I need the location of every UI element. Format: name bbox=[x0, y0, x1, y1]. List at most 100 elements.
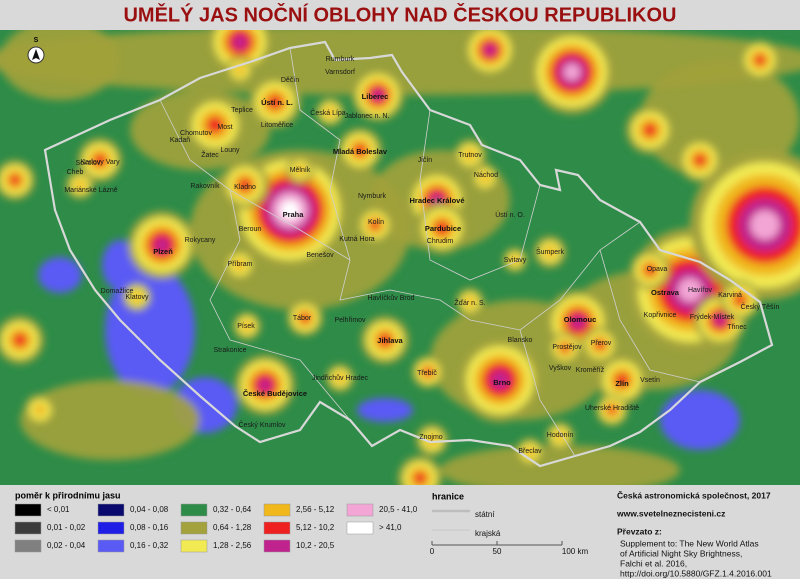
city-label: Ostrava bbox=[651, 288, 680, 297]
light-glow-ring bbox=[570, 314, 586, 330]
city-label: Havířov bbox=[688, 287, 713, 294]
city-label: Kutná Hora bbox=[339, 236, 375, 243]
city-label: Hodonín bbox=[547, 432, 574, 439]
city-label: Jičín bbox=[418, 157, 433, 164]
legend-swatch bbox=[14, 539, 42, 553]
city-label: Pardubice bbox=[425, 224, 461, 233]
title: UMĚLÝ JAS NOČNÍ OBLOHY NAD ČESKOU REPUBL… bbox=[123, 2, 676, 26]
legend-label: 1,28 - 2,56 bbox=[213, 541, 252, 550]
city-label: Jablonec n. N. bbox=[345, 113, 390, 120]
city-label: Havlíčkův Brod bbox=[367, 294, 414, 302]
legend-swatch bbox=[14, 503, 42, 517]
credit-web: www.svetelneznecisteni.cz bbox=[616, 508, 725, 518]
city-label: Pelhřimov bbox=[334, 317, 366, 324]
light-glow-ring bbox=[13, 333, 27, 347]
region-borders bbox=[159, 47, 701, 457]
city-label: Třebíč bbox=[417, 370, 437, 377]
light-glow-ring bbox=[258, 378, 272, 392]
city-label: Brno bbox=[493, 378, 511, 387]
light-glow-ring bbox=[754, 54, 766, 66]
light-glow-ring bbox=[378, 333, 392, 347]
legend-label: 0,02 - 0,04 bbox=[47, 541, 86, 550]
light-glow-ring bbox=[644, 264, 656, 276]
city-label: Strakonice bbox=[213, 347, 246, 354]
city-label: Cheb bbox=[67, 169, 84, 176]
light-glow-ring bbox=[423, 367, 433, 377]
city-label: Jindřichův Hradec bbox=[312, 374, 369, 382]
credit-line: of Artificial Night Sky Brightness, bbox=[620, 548, 742, 558]
light-glow-ring bbox=[464, 149, 476, 161]
city-label: Karviná bbox=[718, 292, 742, 299]
legend-swatch bbox=[97, 503, 125, 517]
light-glow-ring bbox=[238, 178, 252, 192]
city-label: Klatovy bbox=[126, 294, 149, 301]
city-labels: Praha Plzeň Ústí n. L. Liberec Brno Ostrava Ol… bbox=[64, 56, 779, 455]
city-label: Praha bbox=[283, 210, 305, 219]
legend-swatch bbox=[97, 521, 125, 535]
credit-author: Česká astronomická společnost, 2017 bbox=[617, 489, 771, 500]
city-label: Vsetín bbox=[640, 377, 660, 384]
light-glow-ring bbox=[369, 219, 381, 231]
light-glow-ring bbox=[324, 106, 336, 118]
credit-line: Supplement to: The New World Atlas bbox=[620, 538, 759, 548]
city-label: Sokolov bbox=[76, 160, 101, 167]
light-glow-ring bbox=[524, 446, 536, 458]
city-label: Kadaň bbox=[170, 137, 190, 144]
city-label: Mladá Boleslav bbox=[333, 147, 388, 156]
scale-label: 100 km bbox=[562, 547, 589, 556]
light-glow-ring bbox=[234, 64, 246, 76]
legend-label: 0,32 - 0,64 bbox=[213, 505, 252, 514]
map: Praha Plzeň Ústí n. L. Liberec Brno Ostrava Ol… bbox=[0, 30, 800, 485]
light-glow-ring bbox=[34, 404, 46, 416]
city-label: Přerov bbox=[591, 340, 612, 347]
city-label: Ústí n. L. bbox=[261, 98, 293, 107]
city-label: Benešov bbox=[306, 252, 334, 259]
light-glow-ring bbox=[607, 405, 617, 415]
city-label: Písek bbox=[237, 323, 255, 330]
city-label: Kladno bbox=[234, 184, 256, 191]
light-glow-ring bbox=[413, 471, 427, 485]
legend-label: > 41,0 bbox=[379, 523, 402, 532]
city-label: Karlovy Vary bbox=[80, 159, 120, 166]
city-label: Náchod bbox=[474, 172, 498, 179]
city-label: Břeclav bbox=[518, 448, 542, 455]
light-glow-ring bbox=[750, 210, 780, 240]
city-label: Zlín bbox=[615, 379, 629, 388]
light-glow-ring bbox=[372, 89, 384, 101]
legend-label: 0,01 - 0,02 bbox=[47, 523, 86, 532]
legend-swatch bbox=[263, 521, 291, 535]
border-label: krajská bbox=[475, 529, 501, 538]
city-label: Jihlava bbox=[377, 336, 403, 345]
legend-label: 2,56 - 5,12 bbox=[296, 505, 335, 514]
city-label: Louny bbox=[220, 147, 240, 154]
city-label: Most bbox=[217, 124, 232, 131]
state-border bbox=[43, 40, 774, 468]
light-glow-ring bbox=[693, 153, 707, 167]
scale-bar: 0 50 100 km bbox=[430, 541, 589, 556]
city-label: Beroun bbox=[239, 226, 262, 233]
light-glow-ring bbox=[234, 259, 246, 271]
legend-label: 0,08 - 0,16 bbox=[130, 523, 169, 532]
city-label: Plzeň bbox=[153, 247, 173, 256]
compass: S bbox=[27, 37, 45, 64]
light-glow-ring bbox=[131, 291, 143, 303]
legend-label: 0,16 - 0,32 bbox=[130, 541, 169, 550]
city-label: Opava bbox=[647, 266, 668, 273]
city-label: Hradec Králové bbox=[409, 196, 464, 205]
city-label: Rokycany bbox=[185, 237, 216, 244]
city-label: Nymburk bbox=[358, 193, 387, 200]
city-label: Šumperk bbox=[536, 247, 565, 256]
city-label: Liberec bbox=[362, 92, 389, 101]
light-glow-ring bbox=[9, 174, 21, 186]
city-label: Prostějov bbox=[552, 344, 582, 351]
credit-line: Falchi et al. 2016, bbox=[620, 558, 687, 568]
light-glow-ring bbox=[714, 314, 726, 326]
light-glow-ring bbox=[241, 320, 253, 332]
legend-swatch bbox=[180, 503, 208, 517]
credit-source-title: Převzato z: bbox=[617, 526, 662, 536]
light-glow-ring bbox=[554, 430, 566, 442]
scale-label: 0 bbox=[430, 547, 435, 556]
city-label: Český Krumlov bbox=[238, 420, 286, 429]
city-label: Svitavy bbox=[504, 257, 527, 264]
